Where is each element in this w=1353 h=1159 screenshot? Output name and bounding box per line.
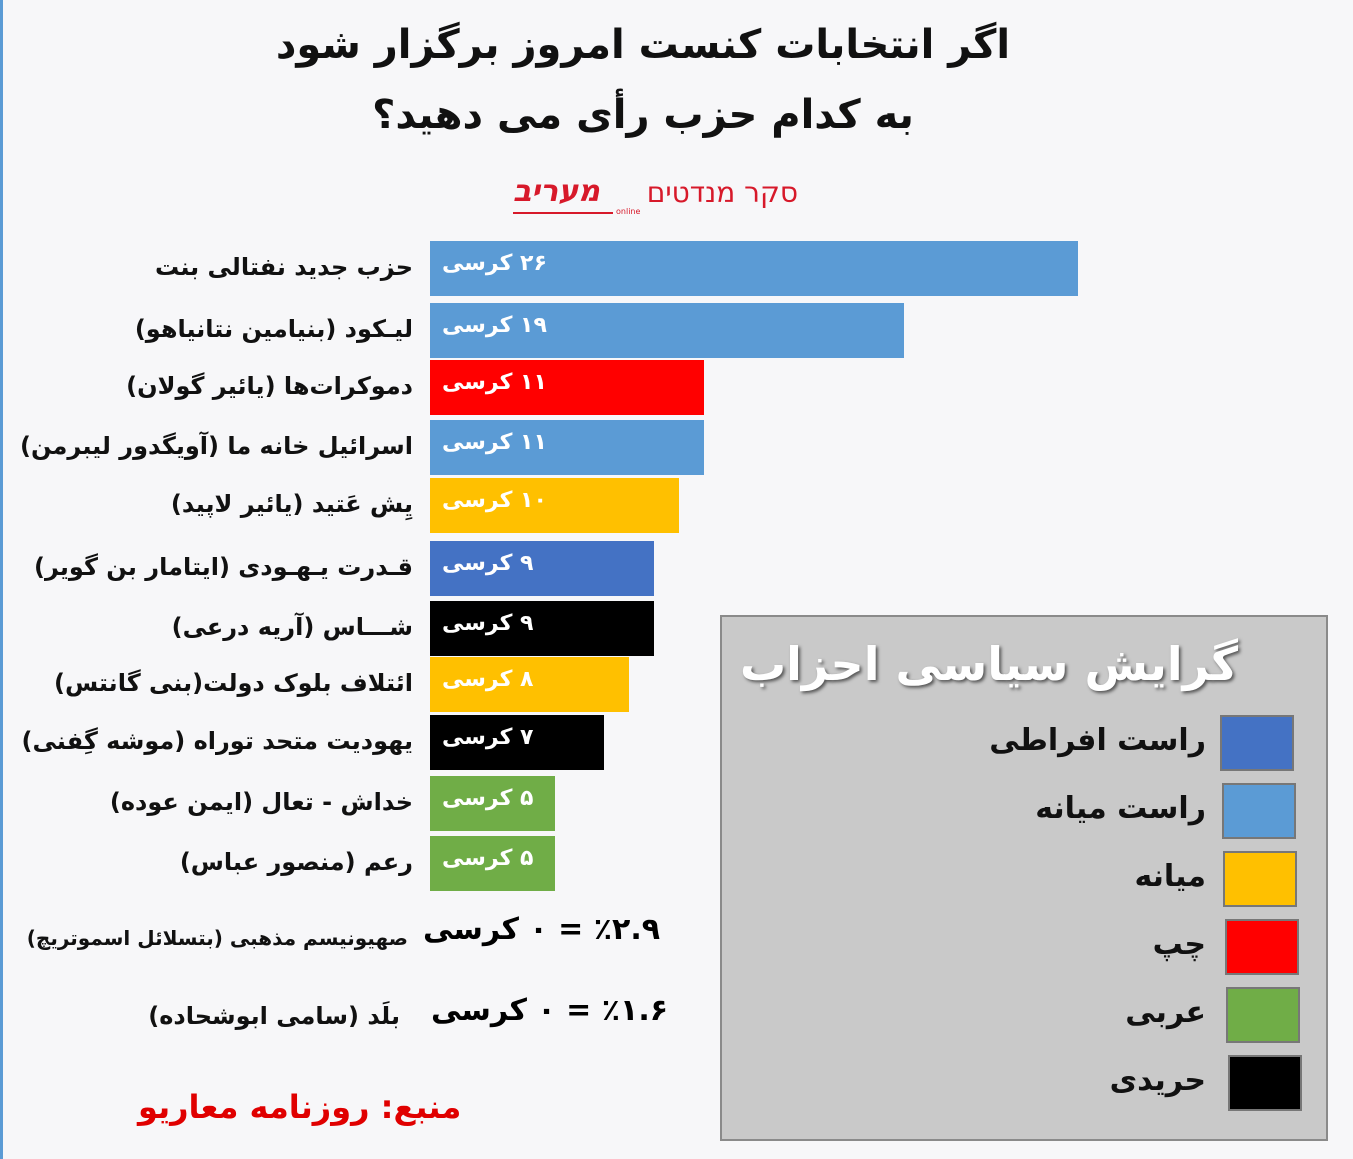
- category-label: اسرائیل خانه ما (آویگدور لیبرمن): [19, 432, 413, 460]
- maariv-logo: סקר מנדטים מעריב online: [508, 172, 808, 222]
- category-label: یهودیت متحد توراه (موشه گِفنی): [21, 727, 413, 755]
- below-threshold-name-2: بلَد (سامی ابوشحاده): [148, 1002, 400, 1030]
- logo-hebrew: סקר מנדטים: [646, 176, 798, 209]
- legend-label: حریدی: [1109, 1063, 1206, 1098]
- data-label: ۱۱ کرسی: [442, 370, 547, 395]
- legend-title: گرایش سیاسی احزاب: [739, 637, 1238, 691]
- bar: ۵ کرسی: [430, 776, 555, 831]
- legend-swatch: [1220, 715, 1294, 771]
- legend-swatch: [1224, 919, 1299, 975]
- data-label: ۱۱ کرسی: [442, 430, 547, 455]
- chart-title-line-1: اگر انتخابات کنست امروز برگزار شود: [275, 22, 1011, 68]
- legend: گرایش سیاسی احزاب راست افراطی راست میانه م…: [720, 615, 1328, 1141]
- bar: ۵ کرسی: [430, 836, 555, 891]
- legend-swatch: [1226, 987, 1300, 1043]
- category-label: قـدرت یـهـودی (ایتامار بن گویر): [34, 553, 413, 581]
- data-label: ۱۰ کرسی: [442, 488, 547, 513]
- category-label: حزب جدید نفتالی بنت: [154, 253, 413, 281]
- legend-label: میانه: [1134, 859, 1206, 894]
- bar: ۱۱ کرسی: [430, 360, 705, 415]
- category-label: ائتلاف بلوک دولت(بنی گانتس): [53, 669, 413, 697]
- bar: ۷ کرسی: [430, 715, 605, 770]
- category-label: یِش عَتید (یائیر لاپید): [170, 490, 413, 518]
- legend-swatch: [1223, 851, 1297, 907]
- below-threshold-name-1: صهیونیسم مذهبی (بتسلائل اسموتریچ): [26, 926, 408, 950]
- category-label: لیـکود (بنیامین نتانیاهو): [134, 315, 413, 343]
- bar: ۱۹ کرسی: [430, 303, 904, 358]
- chart-title-line-2: به کدام حزب رأی می دهید؟: [372, 92, 914, 138]
- data-label: ۷ کرسی: [442, 725, 534, 750]
- bar: ۱۰ کرسی: [430, 478, 680, 533]
- logo-sub: online: [616, 207, 641, 216]
- legend-label: راست میانه: [1035, 791, 1206, 826]
- data-label: ۵ کرسی: [442, 786, 534, 811]
- data-label: ۹ کرسی: [442, 551, 534, 576]
- legend-label: عربی: [1125, 995, 1206, 1030]
- legend-label: راست افراطی: [989, 723, 1206, 758]
- data-label: ۱۹ کرسی: [442, 313, 547, 338]
- source-note: منبع: روزنامه معاریو: [138, 1088, 462, 1126]
- data-label: ۹ کرسی: [442, 611, 534, 636]
- category-label: دموکرات‌ها (یائیر گولان): [126, 372, 413, 400]
- below-threshold-value-2: ٪۱.۶ = ۰ کرسی: [431, 993, 669, 1028]
- legend-swatch: [1227, 1055, 1302, 1111]
- category-label: رعم (منصور عباس): [179, 848, 413, 876]
- below-threshold-value-1: ٪۲.۹ = ۰ کرسی: [423, 912, 661, 947]
- bar: ۸ کرسی: [430, 657, 630, 712]
- data-label: ۵ کرسی: [442, 846, 534, 871]
- legend-swatch: [1221, 783, 1296, 839]
- data-label: ۸ کرسی: [442, 667, 534, 692]
- legend-label: چپ: [1152, 927, 1206, 962]
- bar: ۲۶ کرسی: [430, 241, 1078, 296]
- bar: ۱۱ کرسی: [430, 420, 705, 475]
- category-label: خداش - تعال (ایمن عوده): [109, 788, 413, 816]
- data-label: ۲۶ کرسی: [442, 251, 547, 276]
- bar: ۹ کرسی: [430, 601, 655, 656]
- category-label: شـــاس (آریه درعی): [171, 613, 413, 641]
- logo-brand: מעריב: [513, 174, 600, 209]
- bar: ۹ کرسی: [430, 541, 655, 596]
- logo-line: [513, 212, 613, 214]
